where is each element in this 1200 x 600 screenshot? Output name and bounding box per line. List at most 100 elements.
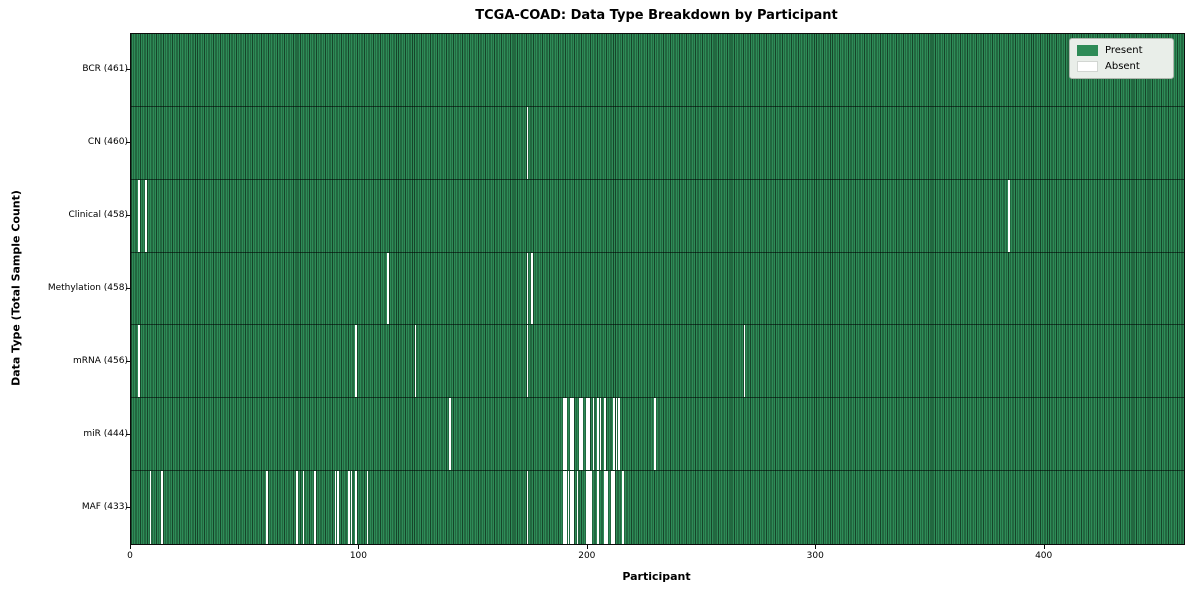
absent-mark — [606, 471, 609, 544]
xtick-label-200: 200 — [578, 551, 596, 561]
absent-mark — [613, 471, 616, 544]
absent-mark — [295, 471, 298, 544]
ytick-label-MAF: MAF (433) — [81, 501, 128, 512]
xtick-mark — [358, 545, 360, 549]
ytick-label-mRNA: mRNA (456) — [73, 355, 128, 366]
absent-mark — [302, 471, 305, 544]
data-row-miR — [131, 398, 1184, 472]
xtick-label-300: 300 — [806, 551, 824, 561]
absent-mark — [576, 471, 579, 544]
absent-mark — [567, 471, 570, 544]
ytick-label-Methylation: Methylation (458) — [47, 283, 128, 293]
absent-mark — [617, 398, 620, 471]
absent-mark — [569, 471, 572, 544]
absent-mark — [387, 252, 389, 325]
absent-swatch-icon — [1077, 61, 1098, 72]
legend-label-absent: Absent — [1105, 61, 1140, 72]
absent-mark — [585, 398, 588, 471]
absent-mark — [597, 471, 600, 544]
absent-mark — [266, 471, 268, 544]
ytick-mark — [126, 215, 130, 217]
absent-mark — [526, 252, 529, 325]
absent-mark — [654, 398, 657, 471]
y-axis-label: Data Type (Total Sample Count) — [9, 190, 23, 386]
absent-mark — [581, 398, 584, 471]
xtick-mark — [586, 545, 588, 549]
chart-title: TCGA-COAD: Data Type Breakdown by Partic… — [475, 8, 838, 23]
legend-entry-absent: Absent — [1077, 61, 1165, 72]
ytick-mark — [126, 288, 130, 289]
absent-mark — [565, 398, 568, 471]
xtick-mark — [130, 545, 131, 549]
absent-mark — [334, 471, 337, 544]
ytick-label-CN: CN (460) — [87, 137, 128, 148]
data-row-Clinical — [131, 179, 1184, 253]
absent-mark — [1008, 179, 1011, 252]
xtick-mark — [1043, 545, 1045, 549]
data-row-CN — [131, 106, 1184, 180]
data-row-Methylation — [131, 252, 1184, 326]
present-swatch-icon — [1077, 45, 1098, 56]
absent-mark — [590, 471, 593, 544]
ytick-mark — [126, 142, 130, 144]
legend-entry-present: Present — [1077, 45, 1165, 56]
ytick-label-Clinical: Clinical (458) — [68, 210, 128, 221]
absent-mark — [138, 325, 140, 398]
absent-mark — [355, 325, 357, 398]
absent-mark — [531, 252, 533, 325]
absent-mark — [526, 471, 529, 544]
absent-mark — [599, 398, 602, 471]
absent-mark — [355, 471, 357, 544]
absent-mark — [588, 471, 590, 544]
data-row-BCR — [131, 34, 1184, 107]
ytick-mark — [126, 360, 130, 362]
absent-mark — [622, 471, 625, 544]
absent-mark — [563, 471, 565, 544]
ytick-mark — [126, 506, 130, 508]
presence-matrix-plot — [130, 33, 1185, 545]
absent-mark — [350, 471, 353, 544]
absent-mark — [145, 179, 147, 252]
absent-mark — [448, 398, 451, 471]
xtick-label-400: 400 — [1035, 551, 1053, 561]
absent-mark — [314, 471, 316, 544]
absent-mark — [588, 398, 590, 471]
absent-mark — [348, 471, 351, 544]
ytick-mark — [126, 69, 130, 71]
data-row-mRNA — [131, 325, 1184, 399]
absent-mark — [611, 471, 613, 544]
absent-mark — [743, 325, 746, 398]
absent-mark — [563, 398, 565, 471]
absent-mark — [138, 179, 140, 252]
absent-mark — [161, 471, 163, 544]
absent-mark — [615, 398, 618, 471]
absent-mark — [366, 471, 369, 544]
ytick-label-miR: miR (444) — [83, 428, 128, 439]
data-row-MAF — [131, 471, 1184, 544]
absent-mark — [604, 471, 606, 544]
absent-mark — [149, 471, 152, 544]
absent-mark — [569, 398, 572, 471]
ytick-label-BCR: BCR (461) — [82, 64, 128, 75]
legend: Present Absent — [1069, 38, 1174, 79]
legend-label-present: Present — [1105, 45, 1143, 56]
absent-mark — [604, 398, 606, 471]
absent-mark — [613, 398, 616, 471]
xtick-label-100: 100 — [349, 551, 367, 561]
absent-mark — [579, 398, 581, 471]
absent-mark — [526, 325, 529, 398]
absent-mark — [526, 106, 529, 179]
absent-mark — [572, 471, 574, 544]
absent-mark — [592, 398, 595, 471]
absent-mark — [585, 471, 588, 544]
absent-mark — [565, 471, 568, 544]
x-axis-label: Participant — [622, 570, 691, 583]
absent-mark — [414, 325, 417, 398]
absent-mark — [572, 398, 574, 471]
absent-mark — [336, 471, 339, 544]
xtick-mark — [815, 545, 817, 549]
ytick-mark — [126, 433, 130, 435]
xtick-label-0: 0 — [127, 551, 133, 561]
absent-mark — [597, 398, 600, 471]
